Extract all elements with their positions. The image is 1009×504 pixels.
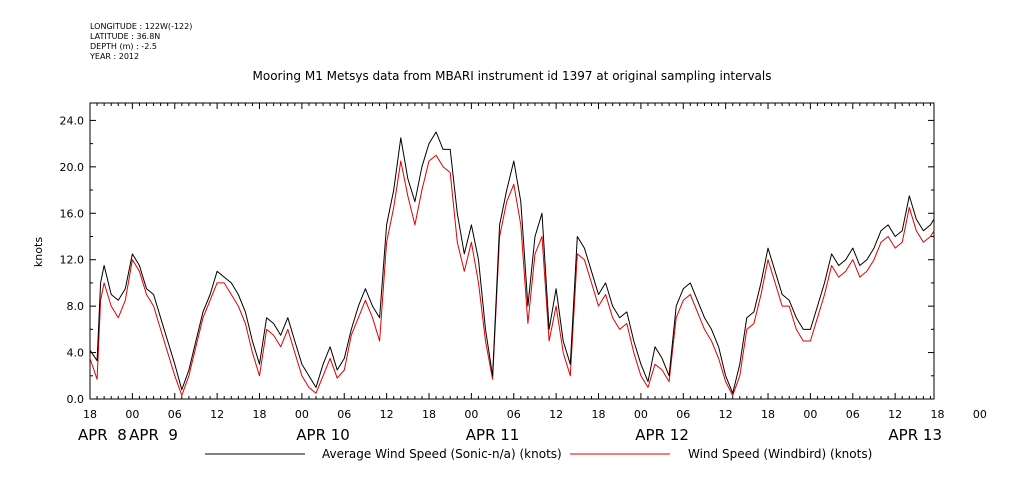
x-tick-label: 06	[168, 408, 182, 421]
x-date-label: APR 12	[635, 426, 689, 444]
y-tick-label: 12.0	[60, 254, 85, 267]
x-tick-label: 18	[422, 408, 436, 421]
x-tick-label: 12	[549, 408, 563, 421]
x-date-label: APR 13	[888, 426, 942, 444]
x-tick-label: 00	[295, 408, 309, 421]
x-tick-label: 18	[761, 408, 775, 421]
y-tick-label: 20.0	[60, 161, 85, 174]
x-date-label: APR 10	[296, 426, 350, 444]
x-tick-label: 06	[507, 408, 521, 421]
x-date-label: APR 9	[129, 426, 178, 444]
y-tick-label: 4.0	[67, 347, 85, 360]
x-tick-label: 12	[888, 408, 902, 421]
x-tick-label: 12	[380, 408, 394, 421]
x-date-label: APR 11	[466, 426, 520, 444]
x-tick-label: 00	[634, 408, 648, 421]
x-tick-label: 00	[803, 408, 817, 421]
legend-label-windbird: Wind Speed (Windbird) (knots)	[688, 447, 872, 461]
chart-title: Mooring M1 Metsys data from MBARI instru…	[253, 69, 772, 83]
series-line-windbird	[89, 154, 935, 396]
x-tick-label: 18	[253, 408, 267, 421]
series-line-sonic	[89, 131, 935, 394]
y-tick-label: 16.0	[60, 207, 85, 220]
x-axis: 18 00 06 12 18 00 06 12 18 00 06 12 18 00 06 12 18 00 06 12…	[78, 103, 987, 444]
legend: Average Wind Speed (Sonic-n/a) (knots) W…	[205, 447, 872, 461]
x-tick-label: 18	[592, 408, 606, 421]
meta-longitude: LONGITUDE : 122W(-122)	[90, 22, 192, 31]
header-meta: LONGITUDE : 122W(-122) LATITUDE : 36.8N …	[89, 22, 192, 61]
x-tick-label: 06	[846, 408, 860, 421]
y-axis: 0.0 4.0 8.0 12.0 16.0 20.0 24.0	[60, 114, 934, 406]
x-date-label: APR 8	[78, 426, 127, 444]
x-tick-label: 00	[125, 408, 139, 421]
x-tick-label: 06	[676, 408, 690, 421]
meta-year: YEAR : 2012	[89, 52, 139, 61]
y-tick-label: 8.0	[67, 300, 85, 313]
meta-latitude: LATITUDE : 36.8N	[90, 32, 160, 41]
plot-frame	[89, 102, 935, 400]
meta-depth: DEPTH (m) : -2.5	[90, 42, 157, 51]
y-tick-label: 0.0	[67, 393, 85, 406]
x-tick-label: 12	[210, 408, 224, 421]
x-tick-label: 18	[931, 408, 945, 421]
x-tick-label: 18	[83, 408, 97, 421]
legend-label-sonic: Average Wind Speed (Sonic-n/a) (knots)	[322, 447, 562, 461]
x-tick-label: 06	[337, 408, 351, 421]
y-tick-label: 24.0	[60, 114, 85, 127]
x-tick-label: 00	[464, 408, 478, 421]
y-axis-label: knots	[32, 237, 45, 267]
x-tick-label: 12	[719, 408, 733, 421]
x-tick-label: 00	[973, 408, 987, 421]
series-group	[89, 131, 935, 396]
